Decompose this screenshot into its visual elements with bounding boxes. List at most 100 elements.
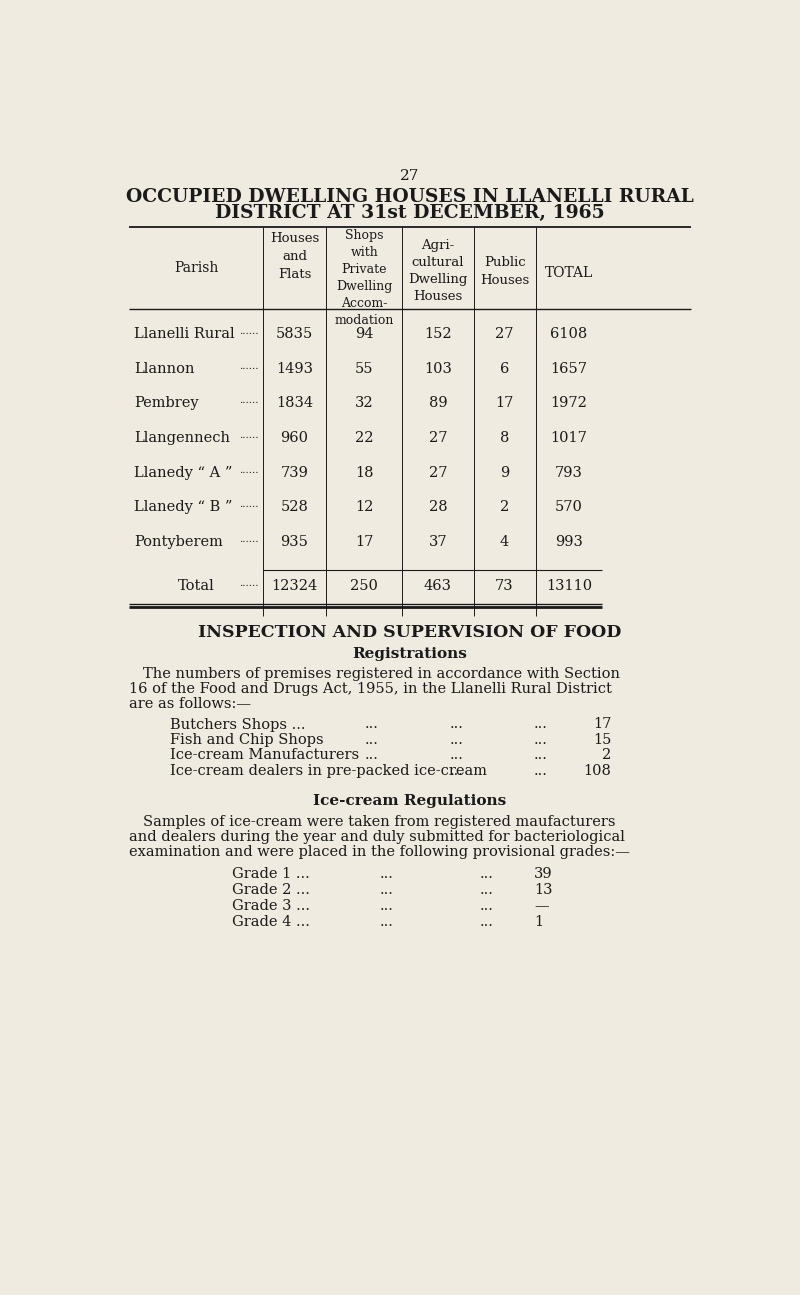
Text: Houses
and
Flats: Houses and Flats bbox=[270, 232, 319, 281]
Text: 5835: 5835 bbox=[276, 328, 313, 341]
Text: Fish and Chip Shops: Fish and Chip Shops bbox=[170, 733, 323, 747]
Text: —: — bbox=[534, 899, 549, 913]
Text: 793: 793 bbox=[555, 466, 583, 479]
Text: DISTRICT AT 31st DECEMBER, 1965: DISTRICT AT 31st DECEMBER, 1965 bbox=[215, 203, 605, 221]
Text: 108: 108 bbox=[584, 764, 611, 778]
Text: ...: ... bbox=[480, 866, 494, 881]
Text: 94: 94 bbox=[355, 328, 374, 341]
Text: Pembrey: Pembrey bbox=[134, 396, 198, 411]
Text: 1972: 1972 bbox=[550, 396, 587, 411]
Text: 15: 15 bbox=[593, 733, 611, 747]
Text: Grade 4 ...: Grade 4 ... bbox=[232, 916, 310, 930]
Text: 152: 152 bbox=[424, 328, 452, 341]
Text: ......: ...... bbox=[239, 535, 259, 544]
Text: Registrations: Registrations bbox=[353, 646, 467, 660]
Text: 73: 73 bbox=[495, 579, 514, 593]
Text: 1657: 1657 bbox=[550, 361, 587, 376]
Text: ...: ... bbox=[534, 717, 548, 732]
Text: OCCUPIED DWELLING HOUSES IN LLANELLI RURAL: OCCUPIED DWELLING HOUSES IN LLANELLI RUR… bbox=[126, 188, 694, 206]
Text: 13110: 13110 bbox=[546, 579, 592, 593]
Text: Parish: Parish bbox=[174, 260, 218, 275]
Text: ...: ... bbox=[450, 717, 463, 732]
Text: ...: ... bbox=[380, 866, 394, 881]
Text: 1017: 1017 bbox=[550, 431, 587, 445]
Text: Llannon: Llannon bbox=[134, 361, 194, 376]
Text: ...: ... bbox=[450, 733, 463, 747]
Text: 12324: 12324 bbox=[271, 579, 318, 593]
Text: ......: ...... bbox=[239, 396, 259, 405]
Text: ...: ... bbox=[364, 733, 378, 747]
Text: 935: 935 bbox=[281, 535, 309, 549]
Text: 27: 27 bbox=[429, 466, 447, 479]
Text: ......: ...... bbox=[239, 579, 259, 588]
Text: 55: 55 bbox=[355, 361, 374, 376]
Text: 739: 739 bbox=[281, 466, 309, 479]
Text: Agri-
cultural
Dwelling
Houses: Agri- cultural Dwelling Houses bbox=[408, 238, 467, 303]
Text: Pontyberem: Pontyberem bbox=[134, 535, 223, 549]
Text: 463: 463 bbox=[424, 579, 452, 593]
Text: Grade 3 ...: Grade 3 ... bbox=[232, 899, 310, 913]
Text: ...: ... bbox=[480, 883, 494, 897]
Text: 250: 250 bbox=[350, 579, 378, 593]
Text: Samples of ice-cream were taken from registered maufacturers: Samples of ice-cream were taken from reg… bbox=[142, 815, 615, 829]
Text: Llanelli Rural: Llanelli Rural bbox=[134, 328, 234, 341]
Text: 12: 12 bbox=[355, 500, 374, 514]
Text: 960: 960 bbox=[281, 431, 309, 445]
Text: 13: 13 bbox=[534, 883, 553, 897]
Text: ......: ...... bbox=[239, 431, 259, 440]
Text: 6108: 6108 bbox=[550, 328, 587, 341]
Text: 8: 8 bbox=[500, 431, 510, 445]
Text: 37: 37 bbox=[429, 535, 447, 549]
Text: Ice-cream dealers in pre-packed ice-cream: Ice-cream dealers in pre-packed ice-crea… bbox=[170, 764, 486, 778]
Text: Total: Total bbox=[178, 579, 214, 593]
Text: ......: ...... bbox=[239, 500, 259, 509]
Text: 528: 528 bbox=[281, 500, 309, 514]
Text: 17: 17 bbox=[355, 535, 374, 549]
Text: 1493: 1493 bbox=[276, 361, 313, 376]
Text: 89: 89 bbox=[429, 396, 447, 411]
Text: Ice-cream Regulations: Ice-cream Regulations bbox=[314, 795, 506, 808]
Text: examination and were placed in the following provisional grades:—: examination and were placed in the follo… bbox=[130, 846, 630, 860]
Text: Butchers Shops ...: Butchers Shops ... bbox=[170, 717, 306, 732]
Text: ...: ... bbox=[380, 883, 394, 897]
Text: 993: 993 bbox=[555, 535, 583, 549]
Text: ...: ... bbox=[364, 749, 378, 763]
Text: 27: 27 bbox=[429, 431, 447, 445]
Text: ......: ...... bbox=[239, 328, 259, 337]
Text: Grade 2 ...: Grade 2 ... bbox=[232, 883, 310, 897]
Text: 22: 22 bbox=[355, 431, 374, 445]
Text: ...: ... bbox=[380, 899, 394, 913]
Text: 17: 17 bbox=[593, 717, 611, 732]
Text: ...: ... bbox=[450, 764, 463, 778]
Text: Llangennech: Llangennech bbox=[134, 431, 230, 445]
Text: 1834: 1834 bbox=[276, 396, 313, 411]
Text: 32: 32 bbox=[355, 396, 374, 411]
Text: ...: ... bbox=[534, 749, 548, 763]
Text: 570: 570 bbox=[555, 500, 583, 514]
Text: and dealers during the year and duly submitted for bacteriological: and dealers during the year and duly sub… bbox=[130, 830, 626, 844]
Text: 27: 27 bbox=[495, 328, 514, 341]
Text: 18: 18 bbox=[355, 466, 374, 479]
Text: 27: 27 bbox=[400, 170, 420, 184]
Text: 17: 17 bbox=[495, 396, 514, 411]
Text: Public
Houses: Public Houses bbox=[480, 255, 529, 286]
Text: 39: 39 bbox=[534, 866, 553, 881]
Text: Shops
with
Private
Dwelling
Accom-
modation: Shops with Private Dwelling Accom- modat… bbox=[334, 229, 394, 328]
Text: are as follows:—: are as follows:— bbox=[130, 698, 251, 711]
Text: 4: 4 bbox=[500, 535, 509, 549]
Text: ...: ... bbox=[534, 764, 548, 778]
Text: Llanedy “ A ”: Llanedy “ A ” bbox=[134, 466, 233, 479]
Text: 28: 28 bbox=[429, 500, 447, 514]
Text: 103: 103 bbox=[424, 361, 452, 376]
Text: Ice-cream Manufacturers: Ice-cream Manufacturers bbox=[170, 749, 359, 763]
Text: ...: ... bbox=[364, 717, 378, 732]
Text: 2: 2 bbox=[500, 500, 509, 514]
Text: ...: ... bbox=[480, 916, 494, 930]
Text: The numbers of premises registered in accordance with Section: The numbers of premises registered in ac… bbox=[142, 667, 620, 681]
Text: INSPECTION AND SUPERVISION OF FOOD: INSPECTION AND SUPERVISION OF FOOD bbox=[198, 624, 622, 641]
Text: 2: 2 bbox=[602, 749, 611, 763]
Text: Grade 1 ...: Grade 1 ... bbox=[232, 866, 310, 881]
Text: 6: 6 bbox=[500, 361, 510, 376]
Text: ...: ... bbox=[450, 749, 463, 763]
Text: ......: ...... bbox=[239, 466, 259, 475]
